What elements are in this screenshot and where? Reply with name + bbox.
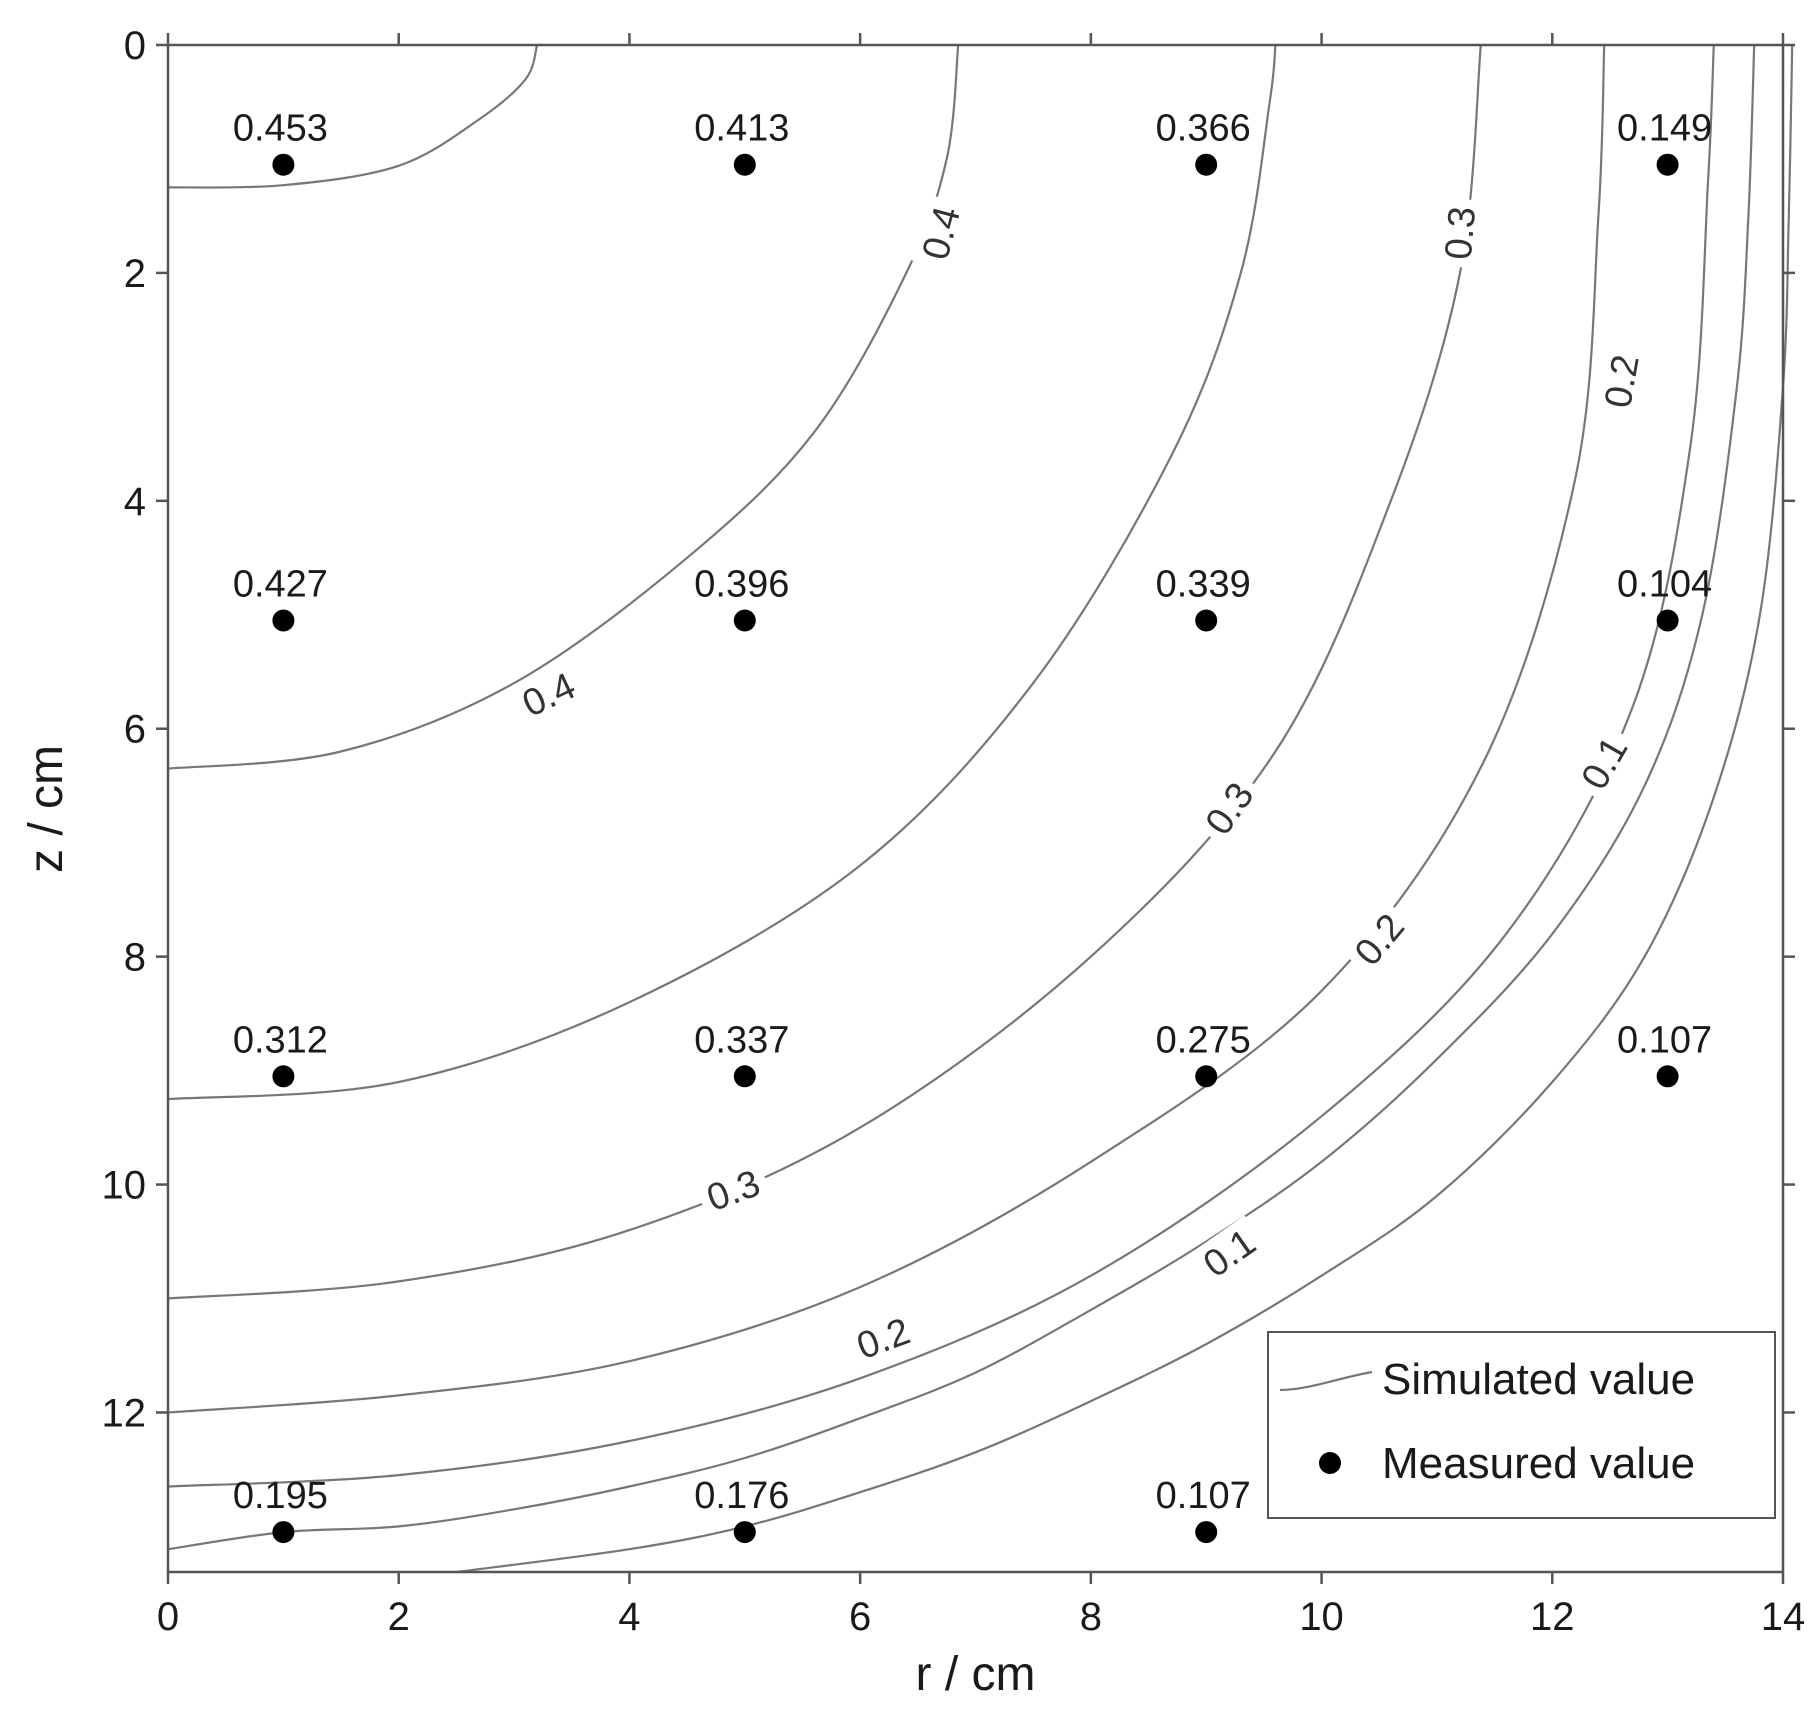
x-tick-label: 14 [1761,1595,1806,1639]
legend-label-simulated: Simulated value [1382,1355,1695,1404]
y-tick-label: 2 [124,252,146,296]
measured-value-label: 0.396 [694,564,789,606]
contour-label-mask [1340,899,1419,980]
measured-value-label: 0.275 [1156,1019,1251,1061]
x-tick-label: 2 [388,1595,410,1639]
legend-box [1267,1331,1776,1519]
contour-line [167,44,1715,1488]
x-tick-label: 10 [1299,1595,1344,1639]
measured-point [272,1521,295,1544]
measured-point [1195,609,1218,632]
contour-line [167,44,1482,1300]
axis-ticks: 0 2 4 6 8 10 12 14 0 2 4 6 8 10 12 [102,24,1806,1639]
y-tick-label: 6 [124,708,146,752]
measured-value-label: 0.176 [694,1475,789,1517]
contour-line [167,44,1756,1551]
contour-label-group: 0.4 [508,660,589,729]
measured-value-label: 0.413 [694,108,789,150]
measured-value-label: 0.453 [233,108,328,150]
contour-label-mask [1191,768,1267,849]
x-axis-title: r / cm [916,1648,1036,1701]
measured-point [272,1065,295,1088]
contour-labels: 0.40.40.30.30.30.20.20.20.10.1 [508,194,1650,1371]
x-tick-label: 8 [1080,1595,1102,1639]
x-tick-label: 4 [618,1595,640,1639]
measured-point [272,153,295,176]
measured-point [733,1521,756,1544]
plot-frame [166,43,1785,1574]
y-axis-title: z / cm [20,745,73,873]
contour-label-group: 0.3 [693,1157,773,1223]
measured-point [1195,1521,1218,1544]
measured-value-label: 0.366 [1156,108,1251,150]
measured-value-label: 0.337 [694,1019,789,1061]
measured-point [733,1065,756,1088]
contour-line [167,44,1277,1101]
measured-value-label: 0.427 [233,564,328,606]
measured-value-label: 0.107 [1617,1019,1712,1061]
measured-value-label: 0.195 [233,1475,328,1517]
contour-line [167,44,539,189]
measured-point [1656,1065,1679,1088]
measured-value-label: 0.312 [233,1019,328,1061]
y-tick-label: 8 [124,936,146,980]
measured-point [1195,1065,1218,1088]
contour-label-group: 0.2 [1340,899,1419,980]
y-tick-label: 12 [102,1391,147,1435]
measured-points: 0.453 0.413 0.366 0.149 0.427 0.396 0.339 0.104… [233,108,1712,1544]
measured-point [733,153,756,176]
legend-label-measured: Measured value [1382,1439,1695,1488]
y-tick-label: 4 [124,480,146,524]
contour-line [167,44,960,770]
measured-value-label: 0.107 [1156,1475,1251,1517]
y-tick-label: 0 [124,24,146,68]
contour-label-group: 0.2 [1593,343,1650,419]
contour-label-mask [508,660,589,729]
contour-label-group: 0.1 [1188,1215,1270,1291]
measured-point [1195,153,1218,176]
contour-label-group: 0.3 [1435,197,1485,269]
measured-point [272,609,295,632]
contour-label-mask [843,1306,923,1371]
measured-point [733,609,756,632]
legend-dot-sample [1319,1452,1341,1474]
measured-value-label: 0.104 [1617,564,1712,606]
contour-label-group: 0.4 [910,194,971,272]
contour-label-mask [1435,197,1485,269]
y-tick-label: 10 [102,1164,147,1208]
contour-label-mask [1593,343,1650,419]
measured-point [1656,609,1679,632]
x-tick-label: 12 [1530,1595,1575,1639]
legend: Simulated value Measured value [1267,1331,1776,1519]
contour-label-mask [693,1157,773,1223]
measured-value-label: 0.339 [1156,564,1251,606]
contour-label-mask [910,194,971,272]
contour-label-mask [1188,1215,1270,1291]
contour-label: 0.2 [1597,352,1648,411]
contour-label: 0.3 [1438,205,1484,261]
contour-label-group: 0.2 [843,1306,923,1371]
x-tick-label: 0 [157,1595,179,1639]
measured-point [1656,153,1679,176]
contour-label-group: 0.1 [1568,722,1641,804]
contour-label-mask [1568,722,1641,804]
contour-label: 0.4 [915,202,969,264]
legend-line-sample [1279,1370,1373,1392]
contour-line [167,44,1606,1414]
measured-value-label: 0.149 [1617,108,1712,150]
contour-line [456,44,1794,1574]
x-tick-label: 6 [849,1595,871,1639]
